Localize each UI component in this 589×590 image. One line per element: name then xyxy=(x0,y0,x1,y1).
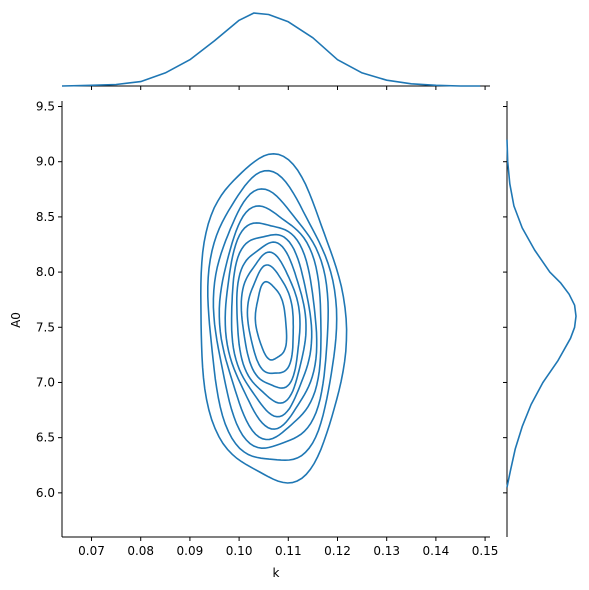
contour-level-8 xyxy=(240,251,301,389)
contour-level-6 xyxy=(230,233,313,418)
y-tick-label: 8.0 xyxy=(36,265,55,279)
x-tick-label: 0.13 xyxy=(373,544,400,558)
y-tick-label: 9.5 xyxy=(36,100,55,114)
x-tick-label: 0.07 xyxy=(78,544,105,558)
y-tick-label: 6.5 xyxy=(36,431,55,445)
marginal-y-density-line xyxy=(506,139,577,488)
x-axis-label: k xyxy=(273,566,280,580)
contour-level-5 xyxy=(224,222,318,430)
x-tick-label: 0.10 xyxy=(226,544,253,558)
joint-kde-panel: 0.07 0.08 0.09 0.10 0.11 0.12 0.13 0.14 0.15 6.0 6… xyxy=(36,100,499,558)
contour-level-3 xyxy=(212,188,330,450)
marginal-x-density-line xyxy=(61,12,481,87)
y-tick-label: 8.5 xyxy=(36,210,55,224)
x-tick-label: 0.09 xyxy=(177,544,204,558)
marginal-x-kde xyxy=(61,12,490,90)
contour-level-1 xyxy=(199,152,348,484)
contour-level-10 xyxy=(254,280,288,361)
y-tick-label: 6.0 xyxy=(36,486,55,500)
x-tick-label: 0.14 xyxy=(423,544,450,558)
y-axis-label: A0 xyxy=(9,312,23,328)
contour-level-7 xyxy=(236,241,307,404)
contour-level-4 xyxy=(218,205,322,441)
y-tick-label: 7.0 xyxy=(36,375,55,389)
x-tick-label: 0.08 xyxy=(127,544,154,558)
y-tick-label: 9.0 xyxy=(36,155,55,169)
x-tick-label: 0.11 xyxy=(275,544,302,558)
contour-level-9 xyxy=(246,264,295,375)
x-tick-label: 0.15 xyxy=(472,544,499,558)
contour-level-2 xyxy=(207,169,338,462)
marginal-y-kde xyxy=(503,101,577,537)
x-tick-label: 0.12 xyxy=(324,544,351,558)
y-tick-label: 7.5 xyxy=(36,320,55,334)
